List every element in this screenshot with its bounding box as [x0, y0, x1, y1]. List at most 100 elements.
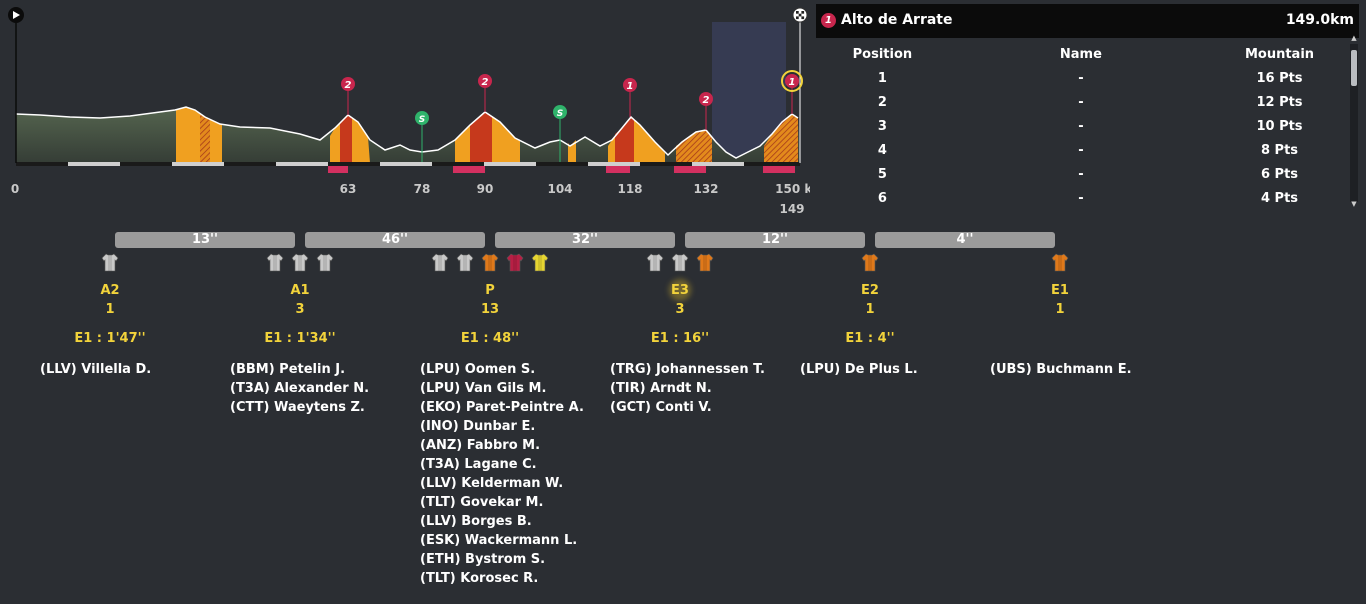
group-rider-list: (LLV) Villella D.: [15, 360, 205, 379]
sprint-marker[interactable]: S: [553, 105, 567, 119]
rider-name[interactable]: (T3A) Lagane C.: [420, 457, 537, 472]
rider-name[interactable]: (UBS) Buchmann E.: [990, 362, 1132, 377]
time-gap-bar: 13'': [115, 232, 295, 248]
km-strip: [68, 162, 744, 166]
group-jerseys: [775, 253, 965, 273]
points-cell: 4 Pts: [1260, 190, 1299, 203]
rider-name[interactable]: (LPU) Oomen S.: [420, 362, 536, 377]
climb-distance: 149.0km: [1285, 12, 1354, 28]
km-label: 0: [11, 182, 19, 196]
climb-points-panel: 1 Alto de Arrate 149.0km Position Name M…: [816, 4, 1360, 208]
name-cell: -: [1078, 142, 1084, 158]
group-jerseys: [395, 253, 585, 273]
group-code[interactable]: E2: [861, 283, 879, 298]
rider-name[interactable]: (ETH) Bystrom S.: [420, 552, 546, 567]
group-code[interactable]: E1: [1051, 283, 1069, 298]
group-rider-list: (TRG) Johannessen T. (TIR) Arndt N. (GCT) …: [585, 360, 775, 417]
group-rider-count: 1: [1055, 302, 1065, 317]
rider-name[interactable]: (INO) Dunbar E.: [420, 419, 536, 434]
name-cell: -: [1078, 190, 1084, 203]
jersey-icon: [531, 253, 549, 272]
rider-name[interactable]: (EKO) Paret-Peintre A.: [420, 400, 584, 415]
scroll-up-arrow-icon[interactable]: ▲: [1351, 34, 1357, 42]
name-cell: -: [1078, 94, 1084, 110]
group-jerseys: [585, 253, 775, 273]
rider-name[interactable]: (TLT) Govekar M.: [420, 495, 544, 510]
climb-marker-cat2[interactable]: 2: [341, 77, 355, 91]
rider-name[interactable]: (CTT) Waeytens Z.: [230, 400, 365, 415]
table-row[interactable]: 1 - 16 Pts: [816, 66, 1346, 90]
table-row[interactable]: 3 - 10 Pts: [816, 114, 1346, 138]
position-cell: 2: [877, 94, 887, 110]
climb-marker-label: 1: [627, 81, 634, 92]
stage-profile[interactable]: 2 S 2 S 1 2 1 0 63 7: [0, 0, 810, 225]
sprint-marker[interactable]: S: [415, 111, 429, 125]
jersey-icon: [266, 253, 284, 272]
table-row[interactable]: 6 - 4 Pts: [816, 186, 1346, 203]
time-gap-bar: 12'': [685, 232, 865, 248]
column-header-mountain[interactable]: Mountain: [1244, 46, 1315, 62]
climb-marker-cat2[interactable]: 2: [478, 74, 492, 88]
points-cell: 16 Pts: [1256, 70, 1303, 86]
rider-name[interactable]: (GCT) Conti V.: [610, 400, 712, 415]
climb-fill-steep: [200, 113, 210, 163]
rider-name[interactable]: (ESK) Wackermann L.: [420, 533, 578, 548]
points-table-container[interactable]: Position Name Mountain 1 - 16 Pts 2 - 12 Pts 3…: [816, 42, 1346, 203]
time-gap-bar: 4'': [875, 232, 1055, 248]
time-gap-bar: 32'': [495, 232, 675, 248]
climb-marker-label: 2: [703, 95, 710, 106]
group-rider-list: (LPU) Oomen S. (LPU) Van Gils M. (EKO) Par…: [395, 360, 585, 588]
rider-name[interactable]: (T3A) Alexander N.: [230, 381, 370, 396]
km-label: 104: [547, 182, 572, 196]
points-cell: 12 Pts: [1256, 94, 1303, 110]
scrollbar-thumb[interactable]: [1351, 50, 1357, 86]
column-header-position[interactable]: Position: [852, 46, 913, 62]
climb-marker-cat1[interactable]: 1: [623, 78, 637, 92]
position-cell: 3: [877, 118, 887, 134]
time-gap-bar: 46'': [305, 232, 485, 248]
group-code[interactable]: P: [485, 283, 495, 298]
rider-name[interactable]: (ANZ) Fabbro M.: [420, 438, 541, 453]
rider-name[interactable]: (TRG) Johannessen T.: [610, 362, 765, 377]
km-label: 78: [414, 182, 431, 196]
climb-marker-label: 2: [482, 77, 489, 88]
checkered-flag-icon: [792, 7, 808, 23]
km-label: 63: [340, 182, 357, 196]
points-table: Position Name Mountain 1 - 16 Pts 2 - 12 Pts 3…: [816, 42, 1346, 203]
rider-name[interactable]: (LLV) Borges B.: [420, 514, 532, 529]
rider-name[interactable]: (TLT) Korosec R.: [420, 571, 539, 586]
climb-marker-label: 2: [345, 80, 352, 91]
position-cell: 6: [877, 190, 887, 203]
km-label: 90: [477, 182, 494, 196]
group-jerseys: [15, 253, 205, 273]
rider-name[interactable]: (LLV) Villella D.: [40, 362, 152, 377]
km-label: 118: [617, 182, 642, 196]
km-label: 132: [693, 182, 718, 196]
group-code[interactable]: E3: [671, 283, 689, 298]
sprint-marker-label: S: [419, 115, 425, 125]
rider-name[interactable]: (LPU) De Plus L.: [800, 362, 918, 377]
position-cell: 4: [877, 142, 887, 158]
group-code[interactable]: A2: [100, 283, 120, 298]
km-label: 150 km: [775, 182, 810, 196]
climb-marker-cat1-selected[interactable]: 1: [781, 70, 803, 92]
group-rider-count: 3: [295, 302, 305, 317]
position-cell: 1: [877, 70, 887, 86]
climb-marker-cat2[interactable]: 2: [699, 92, 713, 106]
climb-name: Alto de Arrate: [841, 12, 953, 28]
rider-name[interactable]: (LPU) Van Gils M.: [420, 381, 547, 396]
scroll-down-arrow-icon[interactable]: ▼: [1351, 200, 1357, 208]
table-row[interactable]: 5 - 6 Pts: [816, 162, 1346, 186]
group-time-gap: E1 : 1'47'': [74, 331, 146, 346]
table-row[interactable]: 4 - 8 Pts: [816, 138, 1346, 162]
column-header-name[interactable]: Name: [1059, 46, 1102, 62]
group-rider-list: (BBM) Petelin J. (T3A) Alexander N. (CTT) …: [205, 360, 395, 417]
rider-name[interactable]: (TIR) Arndt N.: [610, 381, 712, 396]
rider-name[interactable]: (BBM) Petelin J.: [230, 362, 346, 377]
rider-name[interactable]: (LLV) Kelderman W.: [420, 476, 564, 491]
climb-segments: [328, 166, 795, 173]
group-code[interactable]: A1: [290, 283, 310, 298]
table-row[interactable]: 2 - 12 Pts: [816, 90, 1346, 114]
scrollbar[interactable]: [1350, 44, 1358, 202]
play-icon[interactable]: [8, 7, 24, 23]
